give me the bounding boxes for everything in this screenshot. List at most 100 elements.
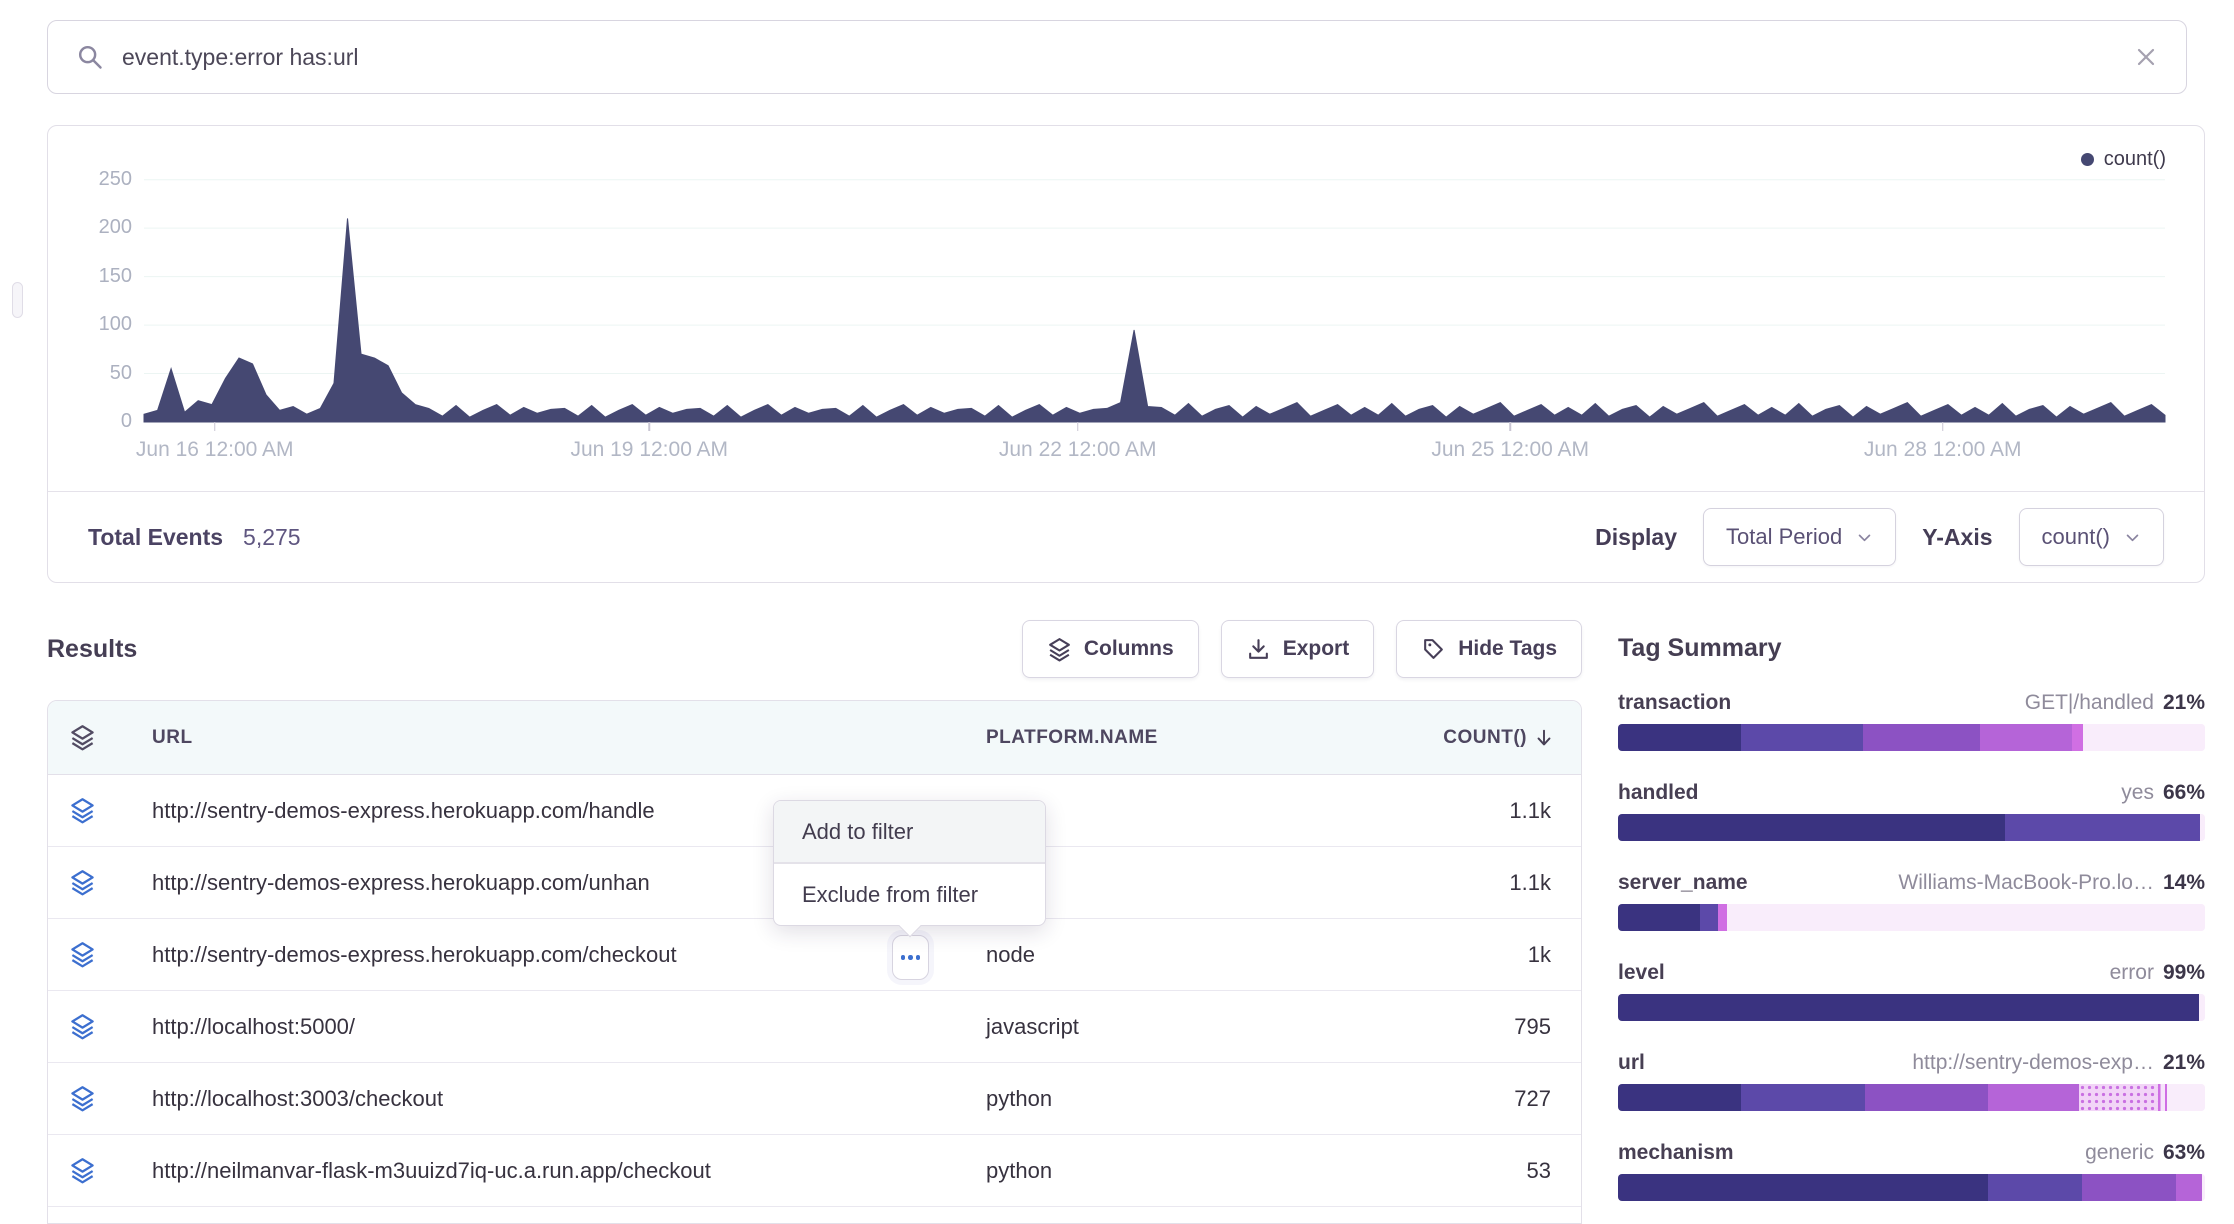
tag-bar-segment[interactable] xyxy=(2081,1174,2176,1201)
tag-name[interactable]: mechanism xyxy=(1618,1141,1734,1164)
column-header-platform[interactable]: PLATFORM.NAME xyxy=(986,726,1158,748)
url-cell[interactable]: http://sentry-demos-express.herokuapp.co… xyxy=(152,941,677,967)
tag-bar-segment[interactable] xyxy=(2071,724,2084,751)
chart-gridlines xyxy=(144,180,2165,422)
x-tick-mark xyxy=(1509,422,1511,431)
tag-bar-segment[interactable] xyxy=(1618,724,1742,751)
tag-group-mechanism: mechanism generic 63% xyxy=(1618,1141,2205,1201)
url-cell[interactable]: http://sentry-demos-express.herokuapp.co… xyxy=(152,869,650,895)
display-dropdown[interactable]: Total Period xyxy=(1703,508,1897,566)
tag-distribution-bar[interactable] xyxy=(1618,814,2205,841)
tag-distribution-bar[interactable] xyxy=(1618,904,2205,931)
table-row[interactable]: http://sentry-demos-express.herokuapp.co… xyxy=(48,919,1581,991)
stack-icon xyxy=(70,1014,94,1040)
menu-item-exclude-from-filter[interactable]: Exclude from filter xyxy=(802,881,979,907)
table-row[interactable]: http://localhost:5000/javascript 795 xyxy=(48,991,1581,1063)
tag-top-value: http://sentry-demos-exp… xyxy=(1912,1051,2154,1074)
count-cell[interactable]: 1.1k xyxy=(1509,797,1551,823)
tag-bar-segment[interactable] xyxy=(1618,994,2200,1021)
tag-bar-segment[interactable] xyxy=(1618,904,1701,931)
tag-bar-segment[interactable] xyxy=(2078,1084,2159,1111)
count-cell[interactable]: 53 xyxy=(1526,1157,1551,1183)
tag-name[interactable]: url xyxy=(1618,1051,1645,1074)
x-tick-mark xyxy=(648,422,650,431)
x-tick-label: Jun 19 12:00 AM xyxy=(570,438,729,461)
tag-bar-segment[interactable] xyxy=(1717,904,1727,931)
tag-name[interactable]: handled xyxy=(1618,781,1699,804)
platform-cell[interactable]: python xyxy=(986,1157,1053,1183)
table-row[interactable]: http://neilmanvar-flask-m3uuizd7iq-uc.a.… xyxy=(48,1135,1581,1207)
platform-cell[interactable]: javascript xyxy=(986,1013,1079,1039)
tag-bar-segment[interactable] xyxy=(2158,1084,2167,1111)
tag-distribution-bar[interactable] xyxy=(1618,1084,2205,1111)
url-cell[interactable]: http://localhost:3003/checkout xyxy=(152,1085,444,1111)
tag-distribution-bar[interactable] xyxy=(1618,1174,2205,1201)
tag-top-value: generic xyxy=(2085,1141,2154,1164)
y-tick-label: 0 xyxy=(120,410,132,432)
tag-name[interactable]: transaction xyxy=(1618,691,1732,714)
cell-actions-button[interactable] xyxy=(892,935,929,980)
tag-bar-segment[interactable] xyxy=(2083,724,2205,751)
tag-name[interactable]: server_name xyxy=(1618,871,1748,894)
stack-icon xyxy=(70,1086,94,1112)
platform-cell[interactable]: python xyxy=(986,1085,1053,1111)
x-tick-label: Jun 28 12:00 AM xyxy=(1863,438,2022,461)
tag-bar-segment[interactable] xyxy=(1618,1174,1988,1201)
tag-summary-title: Tag Summary xyxy=(1618,634,1782,662)
tag-bar-segment[interactable] xyxy=(2202,1174,2205,1201)
legend-label: count() xyxy=(2103,148,2166,170)
sort-desc-icon xyxy=(1537,729,1551,745)
tag-bar-segment[interactable] xyxy=(2005,814,2201,841)
chart-legend[interactable]: count() xyxy=(2080,148,2166,171)
count-cell[interactable]: 1.1k xyxy=(1509,869,1551,895)
tag-bar-segment[interactable] xyxy=(1726,904,2205,931)
tag-bar-segment[interactable] xyxy=(1618,814,2006,841)
column-header-url[interactable]: URL xyxy=(152,726,193,748)
tag-bar-segment[interactable] xyxy=(2175,1174,2203,1201)
table-row[interactable]: http://localhost:3003/checkout python 727 xyxy=(48,1063,1581,1135)
tag-top-percent: 63% xyxy=(2162,1141,2205,1164)
tag-bar-segment[interactable] xyxy=(1987,1084,2079,1111)
search-bar[interactable]: event.type:error has:url xyxy=(47,20,2187,94)
tag-group-transaction: transaction GET|/handled 21% xyxy=(1618,691,2205,751)
stack-icon xyxy=(70,870,94,896)
column-header-count[interactable]: COUNT() xyxy=(1403,727,1581,749)
stack-icon[interactable] xyxy=(69,724,96,751)
tag-bar-segment[interactable] xyxy=(1862,724,1981,751)
tag-bar-segment[interactable] xyxy=(2166,1084,2205,1111)
url-cell[interactable]: http://localhost:5000/ xyxy=(152,1013,356,1039)
tag-distribution-bar[interactable] xyxy=(1618,994,2205,1021)
tag-bar-segment[interactable] xyxy=(1864,1084,1988,1111)
columns-button[interactable]: Columns xyxy=(1021,620,1199,678)
tag-bar-segment[interactable] xyxy=(1618,1084,1742,1111)
url-cell[interactable]: http://sentry-demos-express.herokuapp.co… xyxy=(152,797,655,823)
table-header-row: URL PLATFORM.NAME COUNT() xyxy=(48,701,1581,775)
stack-icon xyxy=(70,798,94,824)
tag-name[interactable]: level xyxy=(1618,961,1665,984)
tag-bar-segment[interactable] xyxy=(1987,1174,2082,1201)
tag-bar-segment[interactable] xyxy=(1741,1084,1865,1111)
tag-group-handled: handled yes 66% xyxy=(1618,781,2205,841)
export-button[interactable]: Export xyxy=(1220,620,1375,678)
tag-bar-segment[interactable] xyxy=(1741,724,1863,751)
tag-bar-segment[interactable] xyxy=(1700,904,1718,931)
platform-cell[interactable]: node xyxy=(986,941,1035,967)
results-title: Results xyxy=(47,634,138,663)
tag-bar-segment[interactable] xyxy=(1980,724,2072,751)
tag-bar-segment[interactable] xyxy=(2200,814,2205,841)
legend-dot xyxy=(2080,153,2094,166)
panel-resize-handle[interactable] xyxy=(12,282,23,318)
events-chart[interactable] xyxy=(144,170,2165,422)
count-cell[interactable]: 1k xyxy=(1527,941,1551,967)
close-icon[interactable] xyxy=(2134,45,2158,69)
yaxis-dropdown[interactable]: count() xyxy=(2018,508,2164,566)
url-cell[interactable]: http://neilmanvar-flask-m3uuizd7iq-uc.a.… xyxy=(152,1157,711,1183)
count-cell[interactable]: 795 xyxy=(1514,1013,1551,1039)
search-input[interactable]: event.type:error has:url xyxy=(122,43,359,70)
hide-tags-button[interactable]: Hide Tags xyxy=(1396,620,1582,678)
tag-bar-segment[interactable] xyxy=(2199,994,2205,1021)
table-row[interactable]: http://sentry-demos-express.herokuapp.co… xyxy=(48,847,1581,919)
tag-distribution-bar[interactable] xyxy=(1618,724,2205,751)
menu-item-add-to-filter[interactable]: Add to filter xyxy=(774,801,1045,862)
count-cell[interactable]: 727 xyxy=(1514,1085,1551,1111)
